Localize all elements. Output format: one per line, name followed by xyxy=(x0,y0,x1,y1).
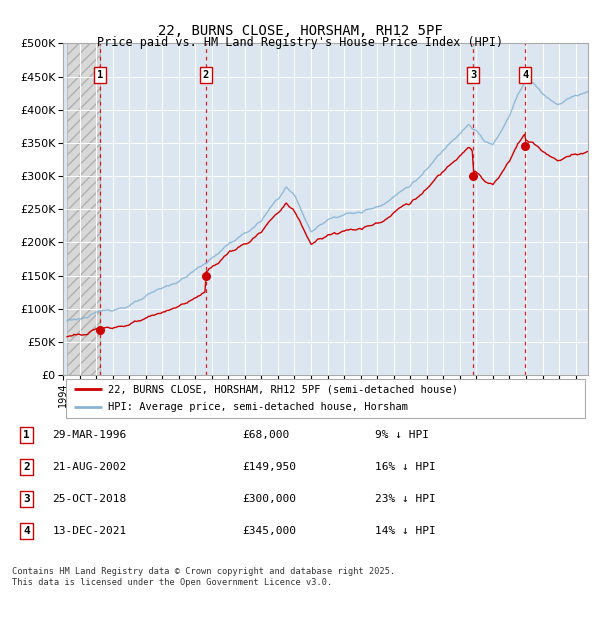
Text: 21-AUG-2002: 21-AUG-2002 xyxy=(52,462,127,472)
Text: 22, BURNS CLOSE, HORSHAM, RH12 5PF (semi-detached house): 22, BURNS CLOSE, HORSHAM, RH12 5PF (semi… xyxy=(107,384,458,394)
Text: 1: 1 xyxy=(97,70,103,80)
Text: £68,000: £68,000 xyxy=(242,430,290,440)
Text: 9% ↓ HPI: 9% ↓ HPI xyxy=(375,430,429,440)
Text: 14% ↓ HPI: 14% ↓ HPI xyxy=(375,526,436,536)
Text: Price paid vs. HM Land Registry's House Price Index (HPI): Price paid vs. HM Land Registry's House … xyxy=(97,36,503,49)
Text: 4: 4 xyxy=(23,526,30,536)
Text: 23% ↓ HPI: 23% ↓ HPI xyxy=(375,494,436,504)
FancyBboxPatch shape xyxy=(65,379,586,418)
Text: 3: 3 xyxy=(470,70,476,80)
Text: £149,950: £149,950 xyxy=(242,462,296,472)
Text: 2: 2 xyxy=(203,70,209,80)
Text: HPI: Average price, semi-detached house, Horsham: HPI: Average price, semi-detached house,… xyxy=(107,402,407,412)
Bar xyxy=(67,43,100,375)
Text: 22, BURNS CLOSE, HORSHAM, RH12 5PF: 22, BURNS CLOSE, HORSHAM, RH12 5PF xyxy=(158,24,442,38)
Text: 16% ↓ HPI: 16% ↓ HPI xyxy=(375,462,436,472)
Text: 4: 4 xyxy=(522,70,529,80)
Text: £345,000: £345,000 xyxy=(242,526,296,536)
Text: 29-MAR-1996: 29-MAR-1996 xyxy=(52,430,127,440)
Text: 25-OCT-2018: 25-OCT-2018 xyxy=(52,494,127,504)
Text: 13-DEC-2021: 13-DEC-2021 xyxy=(52,526,127,536)
Text: £300,000: £300,000 xyxy=(242,494,296,504)
Text: 2: 2 xyxy=(23,462,30,472)
Text: 3: 3 xyxy=(23,494,30,504)
Text: Contains HM Land Registry data © Crown copyright and database right 2025.
This d: Contains HM Land Registry data © Crown c… xyxy=(12,567,395,587)
Text: 1: 1 xyxy=(23,430,30,440)
